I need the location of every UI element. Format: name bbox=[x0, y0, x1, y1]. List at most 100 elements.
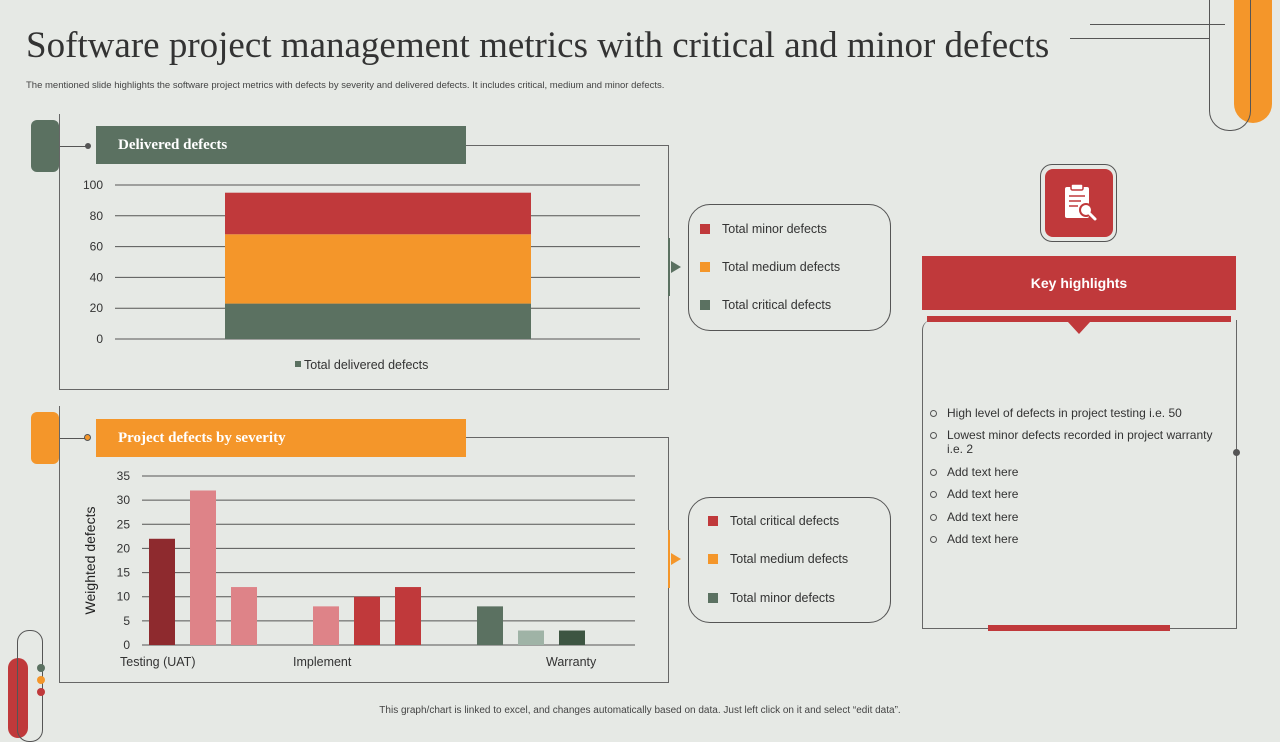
severity-frame-bottom bbox=[59, 682, 669, 683]
decor-outline-pill-small bbox=[17, 630, 43, 742]
bar-segment-total-medium-defects bbox=[225, 234, 531, 304]
key-highlight-text: Lowest minor defects recorded in project… bbox=[947, 428, 1213, 456]
legend-swatch bbox=[708, 593, 718, 603]
key-highlight-text: Add text here bbox=[947, 532, 1019, 546]
page-subtitle: The mentioned slide highlights the softw… bbox=[26, 80, 665, 91]
bar-implement-2 bbox=[395, 587, 421, 645]
severity-legend-pointer bbox=[668, 530, 670, 588]
delivered-frame-bottom bbox=[59, 389, 669, 390]
y-tick-label: 15 bbox=[117, 566, 131, 580]
bullet-icon bbox=[930, 491, 937, 498]
bar-segment-total-minor-defects bbox=[225, 192, 531, 235]
footer-note: This graph/chart is linked to excel, and… bbox=[379, 705, 901, 716]
y-axis-label: Weighted defects bbox=[82, 507, 98, 615]
legend-swatch bbox=[708, 554, 718, 564]
y-tick-label: 10 bbox=[117, 590, 131, 604]
y-tick-label: 60 bbox=[90, 240, 104, 254]
decor-line-1 bbox=[1090, 24, 1225, 25]
key-highlight-item: Add text here bbox=[930, 510, 1220, 524]
delivered-legend-item-medium: Total medium defects bbox=[700, 260, 840, 274]
y-tick-label: 0 bbox=[96, 332, 103, 346]
severity-header: Project defects by severity bbox=[96, 419, 466, 457]
key-highlights-underline bbox=[927, 316, 1231, 322]
key-highlights-dot bbox=[1233, 449, 1240, 456]
delivered-header: Delivered defects bbox=[96, 126, 466, 164]
bullet-icon bbox=[930, 536, 937, 543]
decor-dot-red bbox=[37, 688, 45, 696]
severity-legend-item-minor: Total minor defects bbox=[708, 591, 835, 605]
bar-segment-total-critical-defects bbox=[225, 303, 531, 339]
severity-header-label: Project defects by severity bbox=[118, 429, 286, 446]
severity-connector bbox=[59, 438, 89, 439]
bar-testing-uat--2 bbox=[231, 587, 257, 645]
key-highlights-header: Key highlights bbox=[922, 256, 1236, 310]
key-highlight-text: Add text here bbox=[947, 487, 1019, 501]
y-tick-label: 20 bbox=[117, 541, 131, 555]
legend-label: Total minor defects bbox=[722, 222, 827, 236]
key-highlights-header-label: Key highlights bbox=[1030, 275, 1128, 291]
key-highlight-item: Add text here bbox=[930, 532, 1220, 546]
delivered-legend bbox=[688, 204, 891, 331]
y-tick-label: 25 bbox=[117, 517, 131, 531]
key-highlights-icon-box bbox=[1045, 169, 1113, 237]
page-title: Software project management metrics with… bbox=[26, 25, 1050, 66]
severity-legend-item-medium: Total medium defects bbox=[708, 552, 848, 566]
key-highlight-item: Add text here bbox=[930, 487, 1220, 501]
clipboard-search-icon bbox=[1065, 183, 1097, 221]
legend-label: Total medium defects bbox=[722, 260, 841, 274]
key-highlight-item: Lowest minor defects recorded in project… bbox=[930, 428, 1220, 456]
key-highlights-arrow bbox=[1068, 322, 1090, 334]
bullet-icon bbox=[930, 514, 937, 521]
key-highlights-icon-frame bbox=[1040, 164, 1117, 242]
legend-label: Total minor defects bbox=[730, 591, 835, 605]
delivered-legend-item-minor: Total minor defects bbox=[700, 222, 827, 236]
delivered-header-label: Delivered defects bbox=[118, 136, 228, 153]
decor-dot-green bbox=[37, 664, 45, 672]
delivered-defects-chart: 0 20 40 60 80 100 Total delivered defects bbox=[83, 178, 640, 372]
legend-swatch bbox=[700, 300, 710, 310]
bar-warranty-2 bbox=[559, 630, 585, 645]
severity-legend-arrow bbox=[671, 553, 681, 565]
severity-tab-marker bbox=[31, 412, 59, 464]
y-tick-label: 20 bbox=[90, 301, 104, 315]
decor-dot-orange bbox=[37, 676, 45, 684]
y-tick-label: 30 bbox=[117, 493, 131, 507]
key-highlight-text: Add text here bbox=[947, 510, 1019, 524]
bullet-icon bbox=[930, 469, 937, 476]
key-highlights-bottom-bar bbox=[988, 625, 1170, 631]
delivered-connector bbox=[59, 146, 89, 147]
y-tick-label: 0 bbox=[123, 638, 130, 652]
bar-testing-uat--1 bbox=[190, 490, 216, 645]
legend-swatch bbox=[708, 516, 718, 526]
x-tick-label: Implement bbox=[293, 655, 352, 669]
legend-swatch bbox=[700, 224, 710, 234]
legend-swatch bbox=[295, 361, 301, 367]
delivered-frame-top bbox=[466, 145, 669, 146]
severity-legend bbox=[688, 497, 891, 623]
x-tick-label: Warranty bbox=[546, 655, 597, 669]
key-highlight-text: Add text here bbox=[947, 465, 1019, 479]
severity-chart: 0 5 10 15 20 25 30 35 Weighted defects Testing (U… bbox=[82, 469, 635, 669]
decor-outline-pill bbox=[1209, 0, 1251, 131]
bar-implement-0 bbox=[313, 606, 339, 645]
x-tick-label: Testing (UAT) bbox=[120, 655, 195, 669]
bar-warranty-1 bbox=[518, 630, 544, 645]
y-tick-label: 35 bbox=[117, 469, 131, 483]
bar-implement-1 bbox=[354, 596, 380, 645]
y-tick-label: 100 bbox=[83, 178, 103, 192]
y-tick-label: 80 bbox=[90, 209, 104, 223]
x-axis-legend-label: Total delivered defects bbox=[304, 358, 428, 372]
severity-connector-dot bbox=[84, 434, 91, 441]
legend-label: Total critical defects bbox=[722, 298, 832, 312]
bullet-icon bbox=[930, 432, 937, 439]
key-highlight-item: High level of defects in project testing… bbox=[930, 406, 1220, 420]
severity-legend-item-critical: Total critical defects bbox=[708, 514, 839, 528]
delivered-connector-dot bbox=[85, 143, 91, 149]
severity-frame-left bbox=[59, 406, 60, 683]
decor-orange-pill bbox=[1234, 0, 1272, 123]
legend-swatch bbox=[700, 262, 710, 272]
delivered-legend-item-critical: Total critical defects bbox=[700, 298, 831, 312]
bullet-icon bbox=[930, 410, 937, 417]
legend-label: Total medium defects bbox=[730, 552, 849, 566]
delivered-legend-pointer bbox=[668, 238, 670, 296]
